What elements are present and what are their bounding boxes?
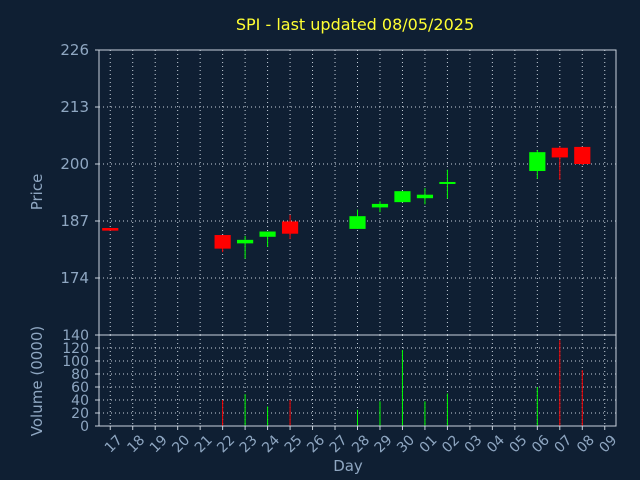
x-tick-label: 26 (304, 432, 328, 456)
volume-axis-label: Volume (0000) (28, 326, 46, 436)
candles (102, 146, 591, 259)
volume-tick-label: 20 (71, 406, 89, 422)
x-tick-label: 07 (551, 432, 575, 456)
x-tick-label: 17 (102, 432, 126, 456)
x-tick-label: 02 (439, 432, 463, 456)
candle-body (281, 221, 299, 234)
volume-tick-label: 40 (71, 393, 89, 409)
price-y-ticks: 174 187 200 213 226 (60, 41, 99, 287)
x-tick-label: 25 (282, 432, 306, 456)
x-tick-label: 30 (394, 432, 418, 456)
candle-body (371, 203, 389, 208)
price-tick-label: 226 (60, 41, 89, 59)
candle-body (551, 147, 568, 158)
x-tick-label: 27 (327, 432, 351, 456)
x-tick-label: 19 (147, 432, 171, 456)
volume-tick-label: 140 (62, 328, 89, 344)
price-tick-label: 187 (60, 212, 89, 230)
volume-tick-label: 80 (71, 367, 89, 383)
candle-body (237, 239, 254, 244)
x-tick-label: 04 (484, 432, 508, 456)
x-tick-label: 21 (192, 432, 216, 456)
x-tick-label: 08 (574, 432, 598, 456)
price-frame (98, 49, 617, 336)
volume-tick-label: 120 (62, 341, 89, 357)
price-panel: 174 187 200 213 226 (60, 41, 617, 336)
candle-body (349, 216, 366, 229)
x-tick-label: 01 (417, 432, 441, 456)
x-tick-label: 28 (349, 432, 373, 456)
x-tick-label: 20 (169, 432, 193, 456)
x-tick-label: 29 (372, 432, 396, 456)
price-tick-label: 174 (60, 269, 89, 287)
price-grid (99, 49, 616, 335)
volume-tick-label: 100 (62, 354, 89, 370)
chart-title: SPI - last updated 08/05/2025 (236, 15, 474, 34)
candle-body (574, 146, 591, 164)
candle-body (259, 231, 276, 237)
x-tick-label: 24 (259, 432, 283, 456)
x-tick-label: 09 (596, 432, 620, 456)
x-tick-label: 22 (214, 432, 238, 456)
candle-body (102, 228, 119, 231)
x-tick-label: 18 (124, 432, 148, 456)
volume-bars (222, 340, 583, 426)
x-axis-label: Day (333, 457, 363, 475)
candle-body (214, 235, 231, 249)
x-tick-label: 23 (237, 432, 261, 456)
candle-body (416, 194, 434, 199)
volume-tick-label: 60 (71, 380, 89, 396)
price-tick-label: 213 (60, 98, 89, 116)
x-tick-label: 06 (529, 432, 553, 456)
x-tick-label: 05 (507, 432, 531, 456)
x-ticks: 1718192021222324252627282930010203040506… (102, 426, 620, 456)
candle-body (394, 191, 411, 203)
candle-body (529, 152, 546, 172)
volume-tick-label: 0 (80, 419, 89, 435)
price-tick-label: 200 (60, 155, 89, 173)
price-axis-label: Price (28, 174, 46, 211)
candle-body (439, 181, 456, 184)
x-tick-label: 03 (462, 432, 486, 456)
